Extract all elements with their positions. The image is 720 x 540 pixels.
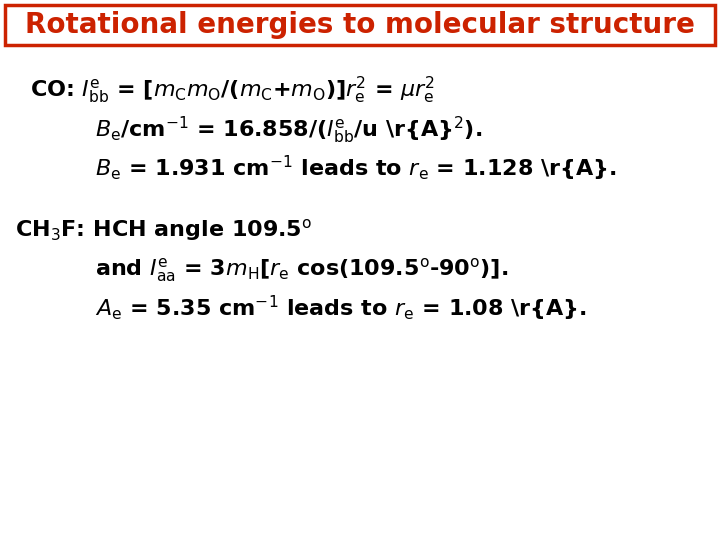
Text: CH$_{3}$F: HCH angle 109.5$^{\rm o}$: CH$_{3}$F: HCH angle 109.5$^{\rm o}$ (15, 217, 312, 243)
Text: $\mathit{B}_{\rm e}$ = 1.931 cm$^{-1}$ leads to $\mathit{r}_{\rm e}$ = 1.128 \r{: $\mathit{B}_{\rm e}$ = 1.931 cm$^{-1}$ l… (95, 153, 616, 183)
Text: $\mathit{B}_{\rm e}$/cm$^{-1}$ = 16.858/($\mathit{I}_{\rm bb}^{\rm e}$/u \r{A}$^: $\mathit{B}_{\rm e}$/cm$^{-1}$ = 16.858/… (95, 114, 482, 146)
Text: $\mathit{A}_{\rm e}$ = 5.35 cm$^{-1}$ leads to $\mathit{r}_{\rm e}$ = 1.08 \r{A}: $\mathit{A}_{\rm e}$ = 5.35 cm$^{-1}$ le… (95, 293, 587, 322)
Text: CO: $\mathit{I}_{\rm bb}^{\rm e}$ = [$\mathit{m}_{\rm C}\mathit{m}_{\rm O}$/($\m: CO: $\mathit{I}_{\rm bb}^{\rm e}$ = [$\m… (30, 75, 435, 106)
Text: Rotational energies to molecular structure: Rotational energies to molecular structu… (25, 11, 695, 39)
Text: and $\mathit{I}_{\rm aa}^{\rm e}$ = 3$\mathit{m}_{\rm H}$[$\mathit{r}_{\rm e}$ c: and $\mathit{I}_{\rm aa}^{\rm e}$ = 3$\m… (95, 256, 508, 284)
FancyBboxPatch shape (5, 5, 715, 45)
